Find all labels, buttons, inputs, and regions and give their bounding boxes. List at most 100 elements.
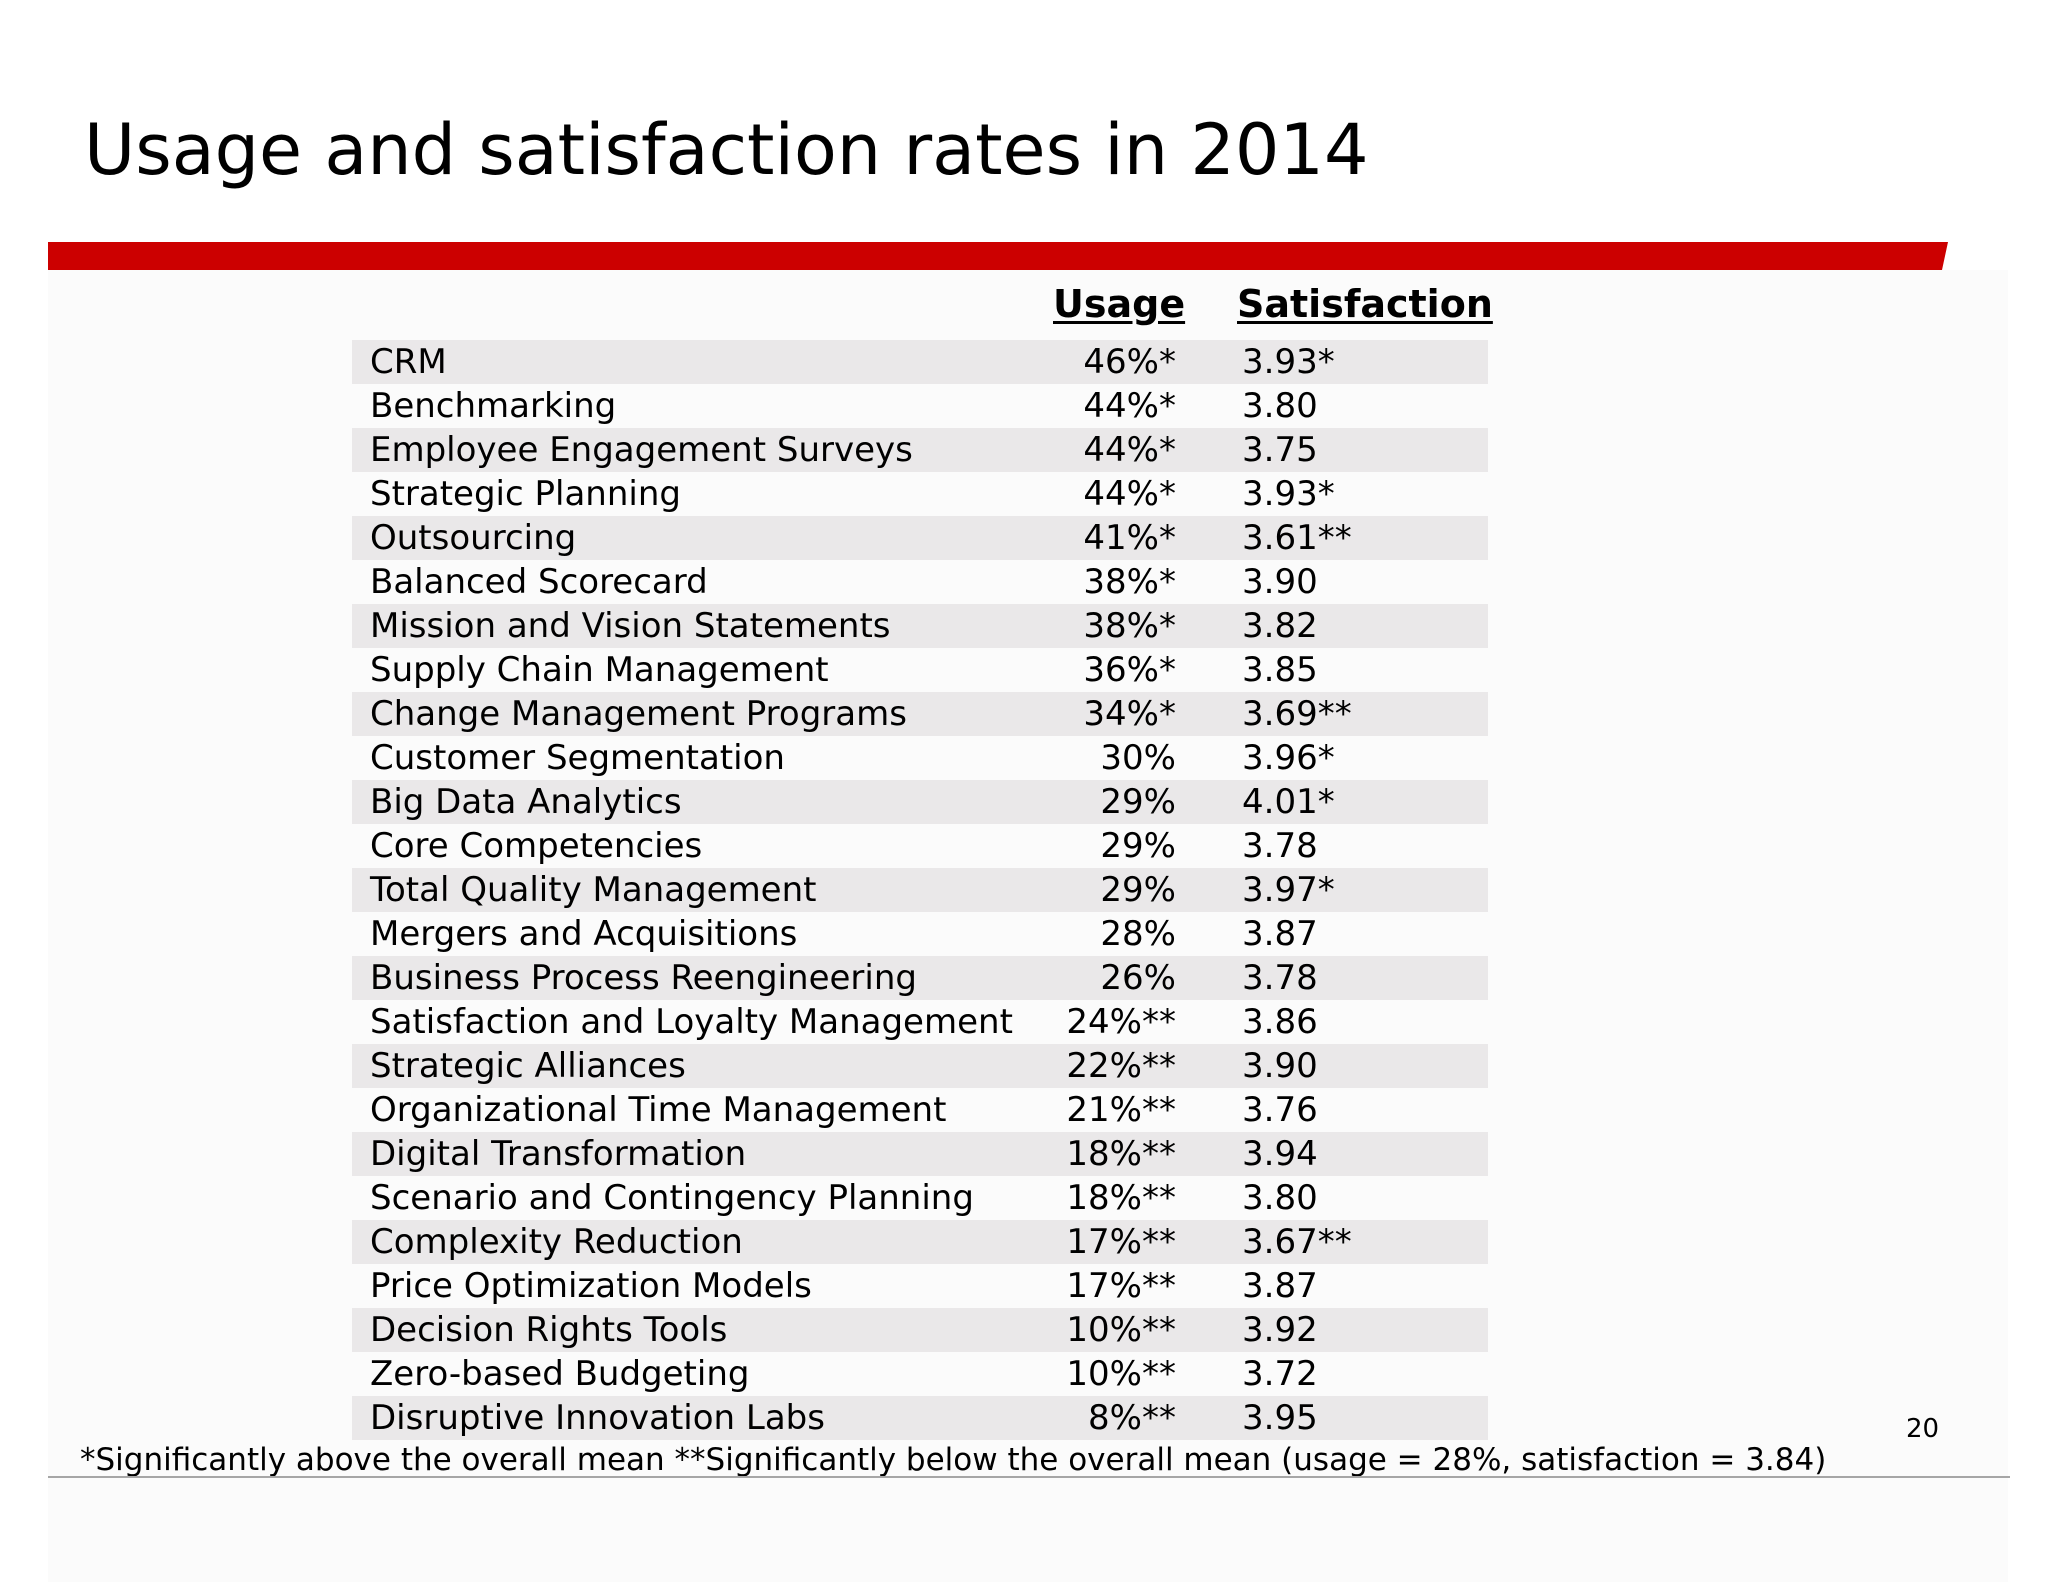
tool-name: Outsourcing <box>370 518 577 558</box>
tool-name: Big Data Analytics <box>370 782 682 822</box>
satisfaction-value: 3.85 <box>1242 650 1318 690</box>
table-row: Core Competencies 29% 3.78 <box>352 824 1488 868</box>
usage-value: 17%** <box>1066 1222 1176 1262</box>
satisfaction-value: 3.93* <box>1242 474 1335 514</box>
satisfaction-value: 3.93* <box>1242 342 1335 382</box>
usage-satisfaction-table: CRM 46%* 3.93* Benchmarking 44%* 3.80 Employee… <box>352 340 1488 1440</box>
column-header-satisfaction: Satisfaction <box>1237 282 1493 326</box>
satisfaction-value: 3.76 <box>1242 1090 1318 1130</box>
usage-value: 17%** <box>1066 1266 1176 1306</box>
table-row: Strategic Alliances 22%** 3.90 <box>352 1044 1488 1088</box>
table-row: Customer Segmentation 30% 3.96* <box>352 736 1488 780</box>
tool-name: Business Process Reengineering <box>370 958 917 998</box>
tool-name: Benchmarking <box>370 386 617 426</box>
tool-name: Customer Segmentation <box>370 738 785 778</box>
tool-name: Strategic Planning <box>370 474 681 514</box>
table-row: Satisfaction and Loyalty Management 24%**… <box>352 1000 1488 1044</box>
tool-name: Zero-based Budgeting <box>370 1354 750 1394</box>
satisfaction-value: 3.78 <box>1242 958 1318 998</box>
table-row: Mergers and Acquisitions 28% 3.87 <box>352 912 1488 956</box>
usage-value: 21%** <box>1066 1090 1176 1130</box>
table-row: CRM 46%* 3.93* <box>352 340 1488 384</box>
usage-value: 24%** <box>1066 1002 1176 1042</box>
satisfaction-value: 3.78 <box>1242 826 1318 866</box>
usage-value: 44%* <box>1083 430 1176 470</box>
satisfaction-value: 3.61** <box>1242 518 1352 558</box>
usage-value: 18%** <box>1066 1134 1176 1174</box>
usage-value: 30% <box>1100 738 1176 778</box>
tool-name: Decision Rights Tools <box>370 1310 728 1350</box>
table-row: Organizational Time Management 21%** 3.76 <box>352 1088 1488 1132</box>
satisfaction-value: 3.87 <box>1242 914 1318 954</box>
table-row: Benchmarking 44%* 3.80 <box>352 384 1488 428</box>
satisfaction-value: 3.90 <box>1242 1046 1318 1086</box>
bottom-divider <box>48 1476 2010 1478</box>
usage-value: 44%* <box>1083 474 1176 514</box>
usage-value: 29% <box>1100 782 1176 822</box>
satisfaction-value: 3.80 <box>1242 386 1318 426</box>
column-header-usage: Usage <box>1053 282 1186 326</box>
tool-name: Core Competencies <box>370 826 703 866</box>
table-row: Disruptive Innovation Labs 8%** 3.95 <box>352 1396 1488 1440</box>
satisfaction-value: 3.75 <box>1242 430 1318 470</box>
tool-name: Strategic Alliances <box>370 1046 686 1086</box>
title-accent-bar <box>48 242 1948 270</box>
satisfaction-value: 3.80 <box>1242 1178 1318 1218</box>
table-row: Total Quality Management 29% 3.97* <box>352 868 1488 912</box>
satisfaction-value: 3.97* <box>1242 870 1335 910</box>
tool-name: Employee Engagement Surveys <box>370 430 913 470</box>
slide-background <box>48 270 2008 1582</box>
usage-value: 10%** <box>1066 1310 1176 1350</box>
usage-value: 29% <box>1100 826 1176 866</box>
tool-name: Digital Transformation <box>370 1134 747 1174</box>
usage-value: 18%** <box>1066 1178 1176 1218</box>
table-row: Outsourcing 41%* 3.61** <box>352 516 1488 560</box>
table-row: Business Process Reengineering 26% 3.78 <box>352 956 1488 1000</box>
satisfaction-value: 3.69** <box>1242 694 1352 734</box>
satisfaction-value: 3.92 <box>1242 1310 1318 1350</box>
usage-value: 26% <box>1100 958 1176 998</box>
table-row: Digital Transformation 18%** 3.94 <box>352 1132 1488 1176</box>
table-row: Complexity Reduction 17%** 3.67** <box>352 1220 1488 1264</box>
table-row: Big Data Analytics 29% 4.01* <box>352 780 1488 824</box>
tool-name: Mission and Vision Statements <box>370 606 891 646</box>
satisfaction-value: 4.01* <box>1242 782 1335 822</box>
table-row: Scenario and Contingency Planning 18%** 3.… <box>352 1176 1488 1220</box>
usage-value: 8%** <box>1088 1398 1176 1438</box>
table-row: Decision Rights Tools 10%** 3.92 <box>352 1308 1488 1352</box>
satisfaction-value: 3.87 <box>1242 1266 1318 1306</box>
tool-name: Satisfaction and Loyalty Management <box>370 1002 1013 1042</box>
usage-value: 46%* <box>1083 342 1176 382</box>
tool-name: Scenario and Contingency Planning <box>370 1178 974 1218</box>
tool-name: Complexity Reduction <box>370 1222 743 1262</box>
tool-name: Supply Chain Management <box>370 650 829 690</box>
footnote: *Significantly above the overall mean **… <box>80 1442 1827 1478</box>
satisfaction-value: 3.82 <box>1242 606 1318 646</box>
satisfaction-value: 3.90 <box>1242 562 1318 602</box>
tool-name: Balanced Scorecard <box>370 562 708 602</box>
tool-name: Disruptive Innovation Labs <box>370 1398 825 1438</box>
table-row: Change Management Programs 34%* 3.69** <box>352 692 1488 736</box>
usage-value: 41%* <box>1083 518 1176 558</box>
tool-name: Organizational Time Management <box>370 1090 947 1130</box>
table-row: Mission and Vision Statements 38%* 3.82 <box>352 604 1488 648</box>
usage-value: 36%* <box>1083 650 1176 690</box>
table-row: Supply Chain Management 36%* 3.85 <box>352 648 1488 692</box>
satisfaction-value: 3.96* <box>1242 738 1335 778</box>
tool-name: Total Quality Management <box>370 870 817 910</box>
table-row: Price Optimization Models 17%** 3.87 <box>352 1264 1488 1308</box>
table-row: Balanced Scorecard 38%* 3.90 <box>352 560 1488 604</box>
usage-value: 10%** <box>1066 1354 1176 1394</box>
usage-value: 28% <box>1100 914 1176 954</box>
satisfaction-value: 3.94 <box>1242 1134 1318 1174</box>
usage-value: 29% <box>1100 870 1176 910</box>
usage-value: 22%** <box>1066 1046 1176 1086</box>
tool-name: CRM <box>370 342 447 382</box>
satisfaction-value: 3.67** <box>1242 1222 1352 1262</box>
slide-title: Usage and satisfaction rates in 2014 <box>84 109 1369 191</box>
table-row: Strategic Planning 44%* 3.93* <box>352 472 1488 516</box>
tool-name: Mergers and Acquisitions <box>370 914 798 954</box>
table-row: Employee Engagement Surveys 44%* 3.75 <box>352 428 1488 472</box>
usage-value: 44%* <box>1083 386 1176 426</box>
satisfaction-value: 3.72 <box>1242 1354 1318 1394</box>
